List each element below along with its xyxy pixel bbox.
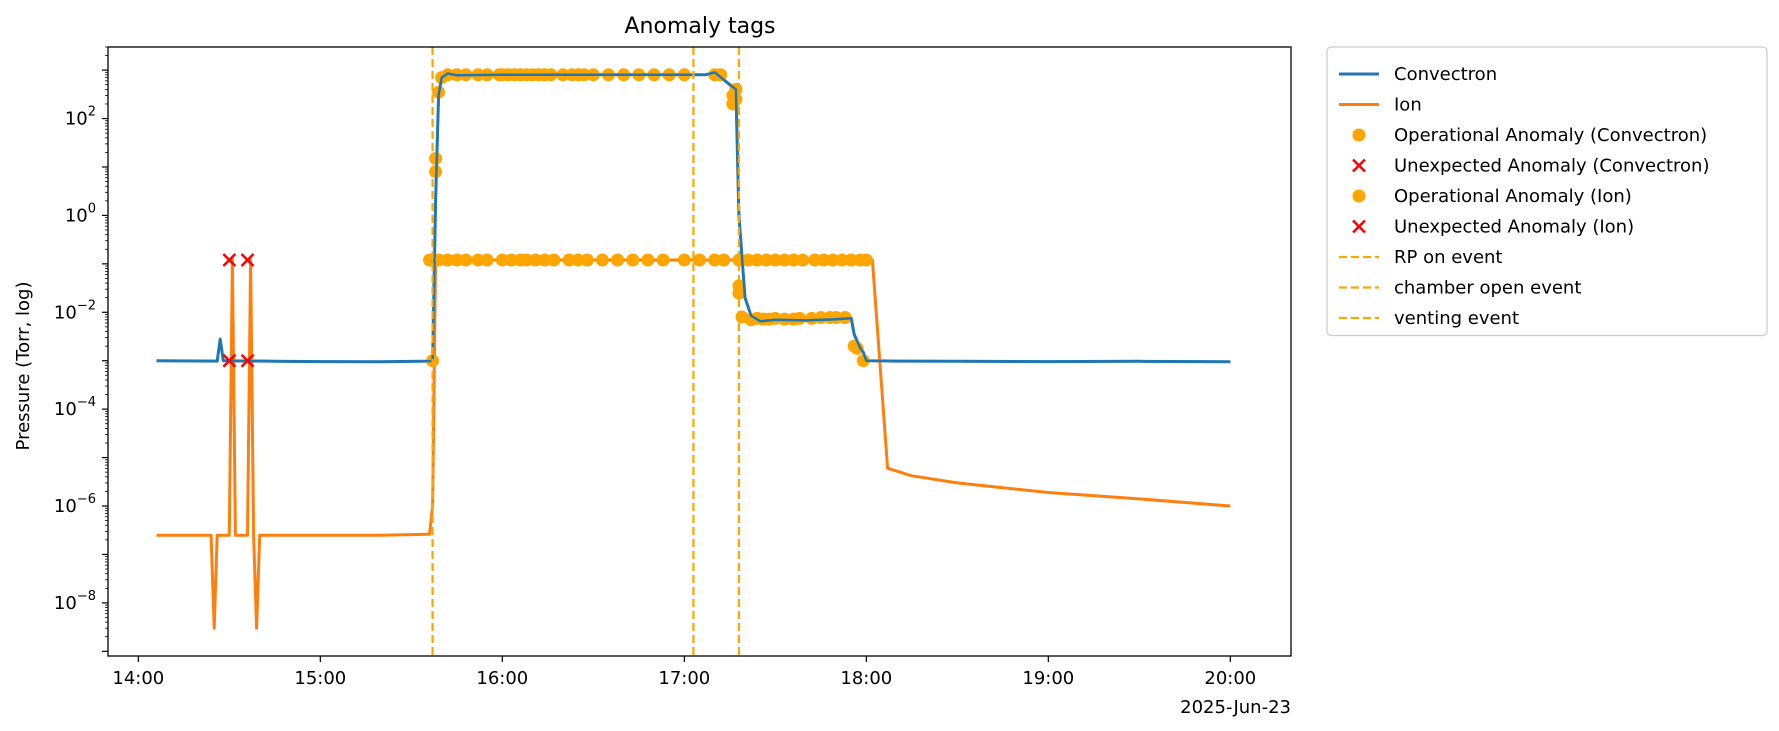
legend-label: chamber open event — [1394, 278, 1581, 299]
operational-anomaly-ion-point — [787, 253, 801, 267]
x-tick-label: 17:00 — [658, 668, 710, 689]
operational-anomaly-ion-point — [547, 253, 561, 267]
operational-anomaly-ion-point — [441, 253, 455, 267]
operational-anomaly-ion-point — [759, 253, 773, 267]
y-axis-label: Pressure (Torr, log) — [13, 282, 34, 451]
operational-anomaly-convectron-point — [850, 341, 864, 355]
operational-anomaly-ion-point — [571, 253, 585, 267]
operational-anomaly-ion-point — [777, 253, 791, 267]
legend-item: chamber open event — [1339, 278, 1581, 299]
operational-anomaly-ion-point — [480, 253, 494, 267]
operational-anomaly-ion-point — [768, 253, 782, 267]
y-tick-label: 10−6 — [54, 492, 96, 517]
operational-anomaly-ion-point — [595, 253, 609, 267]
operational-anomaly-convectron-point — [829, 311, 843, 325]
x-tick-label: 15:00 — [294, 668, 346, 689]
legend-label: Unexpected Anomaly (Convectron) — [1394, 156, 1709, 177]
legend: Convectron Ion Operational Anomaly (Convec… — [1326, 46, 1768, 337]
operational-anomaly-ion-point — [808, 253, 822, 267]
operational-anomaly-ion-point — [859, 253, 873, 267]
legend-item: Operational Anomaly (Convectron) — [1352, 125, 1707, 146]
operational-anomaly-ion-point — [471, 253, 485, 267]
y-tick-label: 10−2 — [54, 298, 96, 323]
y-tick-label: 10−8 — [54, 589, 96, 614]
axes: 14:00 15:00 16:00 17:00 18:00 19:00 20:00 102 10… — [54, 46, 1292, 689]
legend-item: Convectron — [1339, 64, 1497, 85]
operational-anomaly-ion-point — [529, 253, 543, 267]
legend-item: RP on event — [1339, 247, 1503, 268]
operational-anomaly-ion-point — [708, 253, 722, 267]
legend-label: Convectron — [1394, 64, 1497, 85]
unexpected-anomaly-ion-point — [222, 253, 237, 267]
operational-anomaly-ion-point — [656, 253, 670, 267]
y-tick-label: 10−4 — [54, 395, 96, 420]
operational-anomaly-ion-point — [641, 253, 655, 267]
unexpected-anomaly-ion-point — [240, 253, 255, 267]
operational-anomaly-ion-point — [450, 253, 464, 267]
plot-area — [156, 47, 1231, 656]
unexpected-anomaly-convectron-point — [222, 353, 237, 368]
legend-label: venting event — [1394, 308, 1519, 329]
operational-anomaly-ion-point — [693, 253, 706, 267]
operational-anomaly-ion-point — [835, 253, 849, 267]
legend-item: Operational Anomaly (Ion) — [1352, 186, 1632, 207]
operational-anomaly-ion-point — [677, 253, 691, 267]
x-tick-label: 16:00 — [476, 668, 528, 689]
legend-item: Unexpected Anomaly (Convectron) — [1352, 156, 1709, 177]
operational-anomaly-convectron-point — [714, 68, 728, 82]
x-axis-date-label: 2025-Jun-23 — [1180, 697, 1291, 718]
series-line-ion — [156, 258, 1231, 630]
operational-anomaly-ion-point — [826, 253, 840, 267]
operational-anomaly-convectron-point — [856, 354, 870, 368]
operational-anomaly-ion-point — [717, 253, 731, 267]
x-tick-label: 14:00 — [112, 668, 164, 689]
operational-anomaly-ion-point — [580, 253, 594, 267]
chart-title: Anomaly tags — [624, 14, 775, 39]
operational-anomaly-ion-point — [538, 253, 552, 267]
operational-anomaly-ion-point — [844, 253, 858, 267]
legend-dot-swatch — [1352, 189, 1366, 203]
legend-label: Unexpected Anomaly (Ion) — [1394, 217, 1634, 238]
legend-label: Operational Anomaly (Ion) — [1394, 186, 1632, 207]
operational-anomaly-ion-point — [796, 253, 810, 267]
plot-inner — [156, 47, 1231, 656]
plot-frame — [107, 46, 1292, 657]
operational-anomaly-ion-point — [562, 253, 576, 267]
operational-anomaly-ion-point — [611, 253, 625, 267]
legend-cross-swatch — [1352, 219, 1366, 234]
y-tick-label: 102 — [65, 105, 96, 130]
operational-anomaly-ion-point — [459, 253, 473, 267]
legend-label: Operational Anomaly (Convectron) — [1394, 125, 1707, 146]
y-tick-label: 100 — [65, 201, 96, 226]
operational-anomaly-ion-point — [817, 253, 831, 267]
x-tick-label: 18:00 — [840, 668, 892, 689]
unexpected-anomaly-convectron-point — [240, 353, 255, 368]
x-tick-label: 19:00 — [1022, 668, 1074, 689]
operational-anomaly-ion-point — [741, 253, 755, 267]
series-line-convectron-overlay — [156, 71, 1231, 364]
legend-label: RP on event — [1394, 247, 1503, 268]
operational-anomaly-ion-point — [495, 253, 509, 267]
operational-anomaly-ion-point — [750, 253, 764, 267]
legend-cross-swatch — [1352, 158, 1366, 173]
operational-anomaly-ion-point — [520, 253, 534, 267]
legend-item: Unexpected Anomaly (Ion) — [1352, 217, 1634, 238]
legend-dot-swatch — [1352, 128, 1366, 142]
legend-label: Ion — [1394, 95, 1422, 116]
operational-anomaly-ion-point — [626, 253, 640, 267]
legend-item: Ion — [1339, 95, 1422, 116]
x-tick-label: 20:00 — [1204, 668, 1256, 689]
legend-box — [1326, 46, 1768, 337]
legend-item: venting event — [1339, 308, 1519, 329]
operational-anomaly-convectron-point — [793, 311, 807, 325]
operational-anomaly-ion-point — [504, 253, 518, 267]
